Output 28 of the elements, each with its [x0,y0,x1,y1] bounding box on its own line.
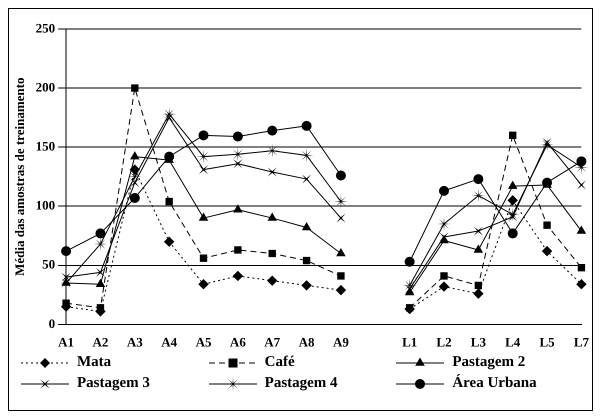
x-tick-label: A8 [298,334,316,350]
x-tick-label: L2 [436,334,452,350]
x-tick-label: L7 [574,334,590,350]
legend-label: Área Urbana [452,375,537,392]
legend-label: Pastagem 2 [452,354,526,371]
x-tick-label: L4 [505,334,521,350]
x-tick-label: A6 [230,334,246,350]
x-tick-label: L1 [402,334,418,350]
x-tick-label: L3 [470,334,486,350]
x-tick-label: A3 [126,334,144,350]
y-tick-label: 150 [36,138,56,154]
y-tick-label: 250 [36,20,56,36]
y-tick-label: 200 [36,79,56,94]
x-tick-label: A5 [196,334,212,350]
x-tick-label: A9 [332,334,350,350]
legend-label: Mata [77,354,112,371]
legend-label: Pastagem 4 [264,375,338,392]
x-tick-label: A2 [92,334,108,350]
legend-label: Pastagem 3 [77,375,150,392]
y-tick-label: 0 [48,316,56,331]
x-tick-label: A1 [58,334,74,350]
y-tick-label: 100 [36,198,56,213]
legend-label: Café [264,354,295,371]
y-axis-title: Média das amostras de treinamento [12,78,28,276]
x-tick-label: A7 [264,334,281,350]
y-tick-label: 50 [42,256,56,272]
x-tick-label: L5 [539,334,556,350]
x-tick-label: A4 [161,334,178,350]
